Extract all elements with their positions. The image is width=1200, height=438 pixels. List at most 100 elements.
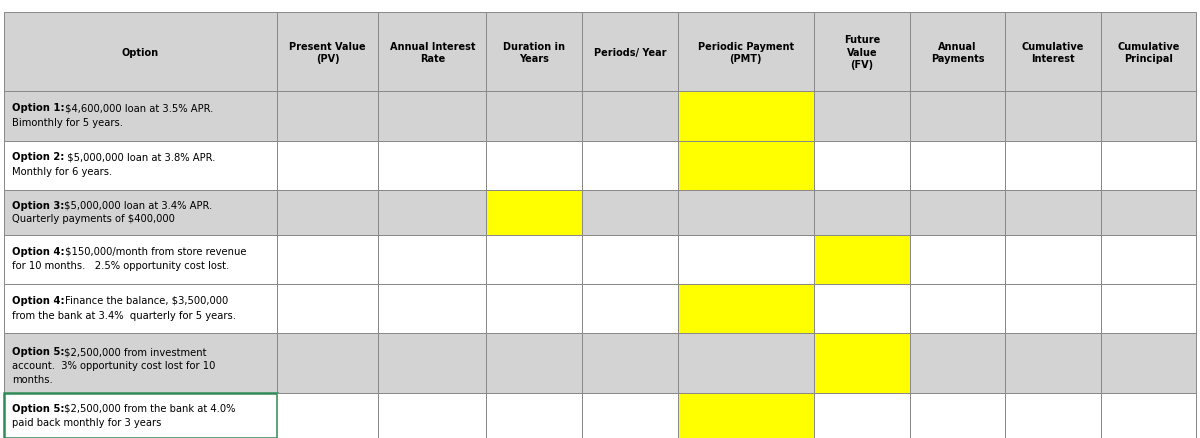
Text: Option 2:: Option 2: xyxy=(12,152,65,162)
Text: from the bank at 3.4%  quarterly for 5 years.: from the bank at 3.4% quarterly for 5 ye… xyxy=(12,310,236,320)
Bar xyxy=(277,141,378,191)
Bar xyxy=(1100,191,1196,235)
Bar xyxy=(910,333,1006,393)
Text: $150,000/month from store revenue: $150,000/month from store revenue xyxy=(65,246,246,256)
Bar xyxy=(486,333,582,393)
Bar xyxy=(486,191,582,235)
Bar xyxy=(814,333,910,393)
Text: Monthly for 6 years.: Monthly for 6 years. xyxy=(12,167,113,177)
Bar xyxy=(277,393,378,438)
Text: for 10 months.   2.5% opportunity cost lost.: for 10 months. 2.5% opportunity cost los… xyxy=(12,261,229,271)
Bar xyxy=(486,13,582,92)
Bar xyxy=(582,393,678,438)
Bar xyxy=(4,92,277,141)
Bar xyxy=(4,393,277,438)
Bar xyxy=(1006,13,1100,92)
Bar xyxy=(378,235,486,284)
Text: $4,600,000 loan at 3.5% APR.: $4,600,000 loan at 3.5% APR. xyxy=(65,103,214,113)
Text: months.: months. xyxy=(12,374,53,384)
Bar xyxy=(1006,92,1100,141)
Bar xyxy=(4,333,277,393)
Bar xyxy=(486,393,582,438)
Bar xyxy=(1006,333,1100,393)
Bar xyxy=(1100,333,1196,393)
Bar xyxy=(4,141,277,191)
Text: Quarterly payments of $400,000: Quarterly payments of $400,000 xyxy=(12,214,175,224)
Bar xyxy=(378,141,486,191)
Bar xyxy=(378,13,486,92)
Bar xyxy=(678,141,814,191)
Text: Periodic Payment
(PMT): Periodic Payment (PMT) xyxy=(697,42,794,64)
Bar xyxy=(582,333,678,393)
Bar xyxy=(582,13,678,92)
Text: Future
Value
(FV): Future Value (FV) xyxy=(844,35,880,70)
Bar xyxy=(277,191,378,235)
Text: Periods/ Year: Periods/ Year xyxy=(594,48,666,58)
Text: Cumulative
Interest: Cumulative Interest xyxy=(1022,42,1085,64)
Bar xyxy=(277,333,378,393)
Bar xyxy=(582,191,678,235)
Bar xyxy=(910,92,1006,141)
Text: Option 4:: Option 4: xyxy=(12,295,65,305)
Text: Option 4:: Option 4: xyxy=(12,246,65,256)
Bar xyxy=(582,141,678,191)
Bar xyxy=(910,191,1006,235)
Bar xyxy=(678,284,814,333)
Bar xyxy=(277,235,378,284)
Bar xyxy=(814,191,910,235)
Text: $5,000,000 loan at 3.4% APR.: $5,000,000 loan at 3.4% APR. xyxy=(65,200,212,210)
Text: Finance the balance, $3,500,000: Finance the balance, $3,500,000 xyxy=(65,295,228,305)
Text: Option 3:: Option 3: xyxy=(12,200,65,210)
Bar xyxy=(277,284,378,333)
Text: Option 5:: Option 5: xyxy=(12,403,65,413)
Bar xyxy=(4,284,277,333)
Text: Annual
Payments: Annual Payments xyxy=(931,42,984,64)
Bar xyxy=(1100,284,1196,333)
Text: $5,000,000 loan at 3.8% APR.: $5,000,000 loan at 3.8% APR. xyxy=(65,152,216,162)
Bar xyxy=(378,284,486,333)
Bar xyxy=(582,92,678,141)
Bar xyxy=(4,13,277,92)
Text: Bimonthly for 5 years.: Bimonthly for 5 years. xyxy=(12,118,124,128)
Text: account.  3% opportunity cost lost for 10: account. 3% opportunity cost lost for 10 xyxy=(12,360,215,371)
Bar xyxy=(678,393,814,438)
Bar xyxy=(378,393,486,438)
Bar xyxy=(678,235,814,284)
Bar xyxy=(678,333,814,393)
Bar xyxy=(1100,393,1196,438)
Bar xyxy=(910,393,1006,438)
Bar xyxy=(277,92,378,141)
Bar xyxy=(277,13,378,92)
Bar xyxy=(486,92,582,141)
Bar xyxy=(814,393,910,438)
Text: paid back monthly for 3 years: paid back monthly for 3 years xyxy=(12,417,161,427)
Bar xyxy=(678,13,814,92)
Bar xyxy=(486,284,582,333)
Bar xyxy=(378,191,486,235)
Text: Cumulative
Principal: Cumulative Principal xyxy=(1117,42,1180,64)
Text: Present Value
(PV): Present Value (PV) xyxy=(289,42,366,64)
Bar xyxy=(1006,141,1100,191)
Bar xyxy=(910,141,1006,191)
Bar xyxy=(814,141,910,191)
Text: Option: Option xyxy=(121,48,158,58)
Bar xyxy=(582,284,678,333)
Bar xyxy=(678,92,814,141)
Bar xyxy=(1100,235,1196,284)
Bar xyxy=(678,191,814,235)
Bar xyxy=(582,235,678,284)
Bar xyxy=(910,13,1006,92)
Bar xyxy=(910,284,1006,333)
Bar xyxy=(1006,284,1100,333)
Bar xyxy=(1006,235,1100,284)
Bar xyxy=(1006,191,1100,235)
Text: $2,500,000 from the bank at 4.0%: $2,500,000 from the bank at 4.0% xyxy=(65,403,236,413)
Bar xyxy=(1006,393,1100,438)
Bar xyxy=(486,141,582,191)
Bar xyxy=(378,92,486,141)
Text: Option 5:: Option 5: xyxy=(12,346,65,357)
Text: Duration in
Years: Duration in Years xyxy=(503,42,565,64)
Bar xyxy=(486,235,582,284)
Bar xyxy=(4,191,277,235)
Bar xyxy=(910,235,1006,284)
